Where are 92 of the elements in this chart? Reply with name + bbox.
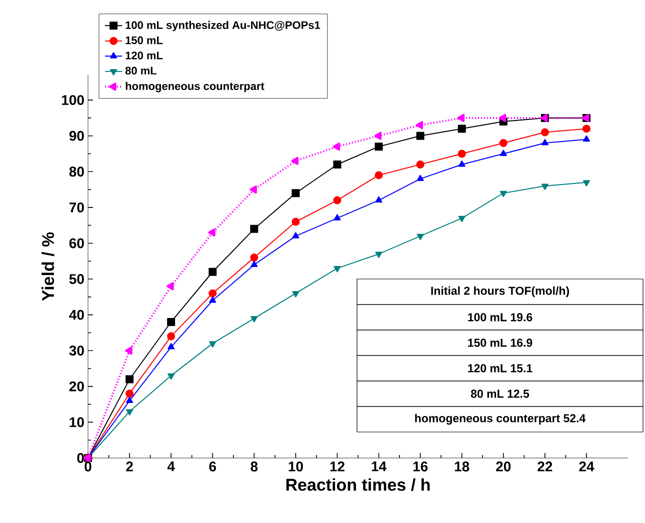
point bbox=[208, 228, 216, 237]
point bbox=[374, 132, 382, 140]
point bbox=[540, 128, 549, 136]
point bbox=[292, 189, 300, 198]
x-tick-label: 16 bbox=[413, 462, 428, 472]
point bbox=[126, 375, 134, 384]
x-tick-label: 22 bbox=[538, 462, 552, 472]
point bbox=[374, 142, 383, 151]
point bbox=[250, 316, 258, 322]
x-tick-label: 24 bbox=[579, 462, 594, 472]
x-tick-label: 2 bbox=[126, 462, 133, 472]
legend-label: 100 mL synthesized Au-NHC@POPs1 bbox=[126, 20, 320, 32]
point bbox=[500, 190, 507, 198]
point bbox=[458, 160, 466, 167]
x-tick-label: 4 bbox=[167, 462, 175, 472]
point bbox=[126, 396, 134, 403]
y-axis-title: Yield / % bbox=[42, 232, 54, 301]
y-tick-label: 20 bbox=[69, 381, 84, 392]
x-tick-label: 0 bbox=[84, 462, 92, 472]
legend-label: 120 mL bbox=[126, 52, 163, 60]
point bbox=[334, 214, 341, 220]
x-tick-label: 6 bbox=[209, 462, 216, 472]
y-tick-label: 70 bbox=[69, 202, 84, 212]
point bbox=[168, 343, 175, 350]
y-tick-label: 40 bbox=[69, 310, 84, 320]
point bbox=[458, 124, 466, 133]
x-tick-label: 14 bbox=[372, 462, 386, 472]
x-axis-title: Reaction times / h bbox=[286, 478, 430, 491]
x-tick-label: 20 bbox=[496, 462, 511, 472]
point bbox=[167, 332, 176, 340]
y-tick-label: 60 bbox=[69, 238, 84, 248]
y-tick-label: 50 bbox=[69, 274, 84, 284]
point bbox=[126, 409, 134, 416]
point bbox=[416, 174, 424, 182]
point bbox=[458, 216, 466, 222]
point bbox=[500, 150, 507, 156]
point bbox=[582, 124, 590, 133]
point bbox=[250, 260, 258, 267]
point bbox=[375, 252, 382, 258]
y-tick-label: 100 bbox=[62, 95, 84, 106]
point bbox=[166, 282, 174, 290]
annotation: 80 mL 12.5 bbox=[470, 390, 530, 398]
point bbox=[374, 171, 383, 180]
y-tick-label: 90 bbox=[69, 130, 84, 141]
point bbox=[291, 156, 298, 165]
point bbox=[332, 142, 340, 151]
x-tick-label: 8 bbox=[250, 462, 258, 472]
point bbox=[250, 224, 258, 233]
point bbox=[375, 196, 382, 203]
point bbox=[292, 291, 300, 298]
y-tick-label: 30 bbox=[69, 346, 84, 356]
point bbox=[250, 254, 258, 262]
point bbox=[126, 390, 134, 398]
point bbox=[334, 266, 341, 272]
annotation: 100 mL 19.6 bbox=[468, 313, 532, 322]
y-tick-label: 0 bbox=[77, 453, 84, 463]
point bbox=[416, 234, 424, 240]
point bbox=[416, 132, 424, 140]
x-tick-label: 18 bbox=[454, 462, 470, 472]
point bbox=[209, 296, 216, 303]
point bbox=[499, 139, 508, 148]
point bbox=[333, 160, 342, 168]
point bbox=[125, 346, 132, 355]
point bbox=[457, 114, 465, 122]
legend-label: 80 mL bbox=[125, 66, 157, 75]
annotation: Initial 2 hours TOF(mol/h) bbox=[431, 286, 569, 298]
point bbox=[582, 135, 590, 142]
point bbox=[541, 139, 548, 146]
point bbox=[292, 218, 300, 226]
point bbox=[458, 150, 466, 158]
point bbox=[416, 160, 424, 168]
point bbox=[292, 232, 300, 238]
point bbox=[416, 121, 424, 130]
point bbox=[208, 289, 217, 298]
point bbox=[250, 186, 257, 194]
point bbox=[209, 341, 216, 348]
legend-label: homogeneous counterpart bbox=[126, 82, 264, 92]
legend-label: 150 mL bbox=[126, 36, 163, 44]
point bbox=[582, 180, 590, 186]
annotation: 120 mL 15.1 bbox=[468, 364, 532, 372]
point bbox=[167, 318, 176, 326]
point bbox=[168, 373, 175, 380]
y-tick-label: 80 bbox=[69, 166, 84, 177]
y-tick-label: 10 bbox=[70, 417, 84, 428]
annotation: 150 mL 16.9 bbox=[468, 338, 532, 347]
point bbox=[541, 184, 548, 190]
point bbox=[208, 268, 217, 276]
point bbox=[333, 196, 342, 204]
annotation: homogeneous counterpart 52.4 bbox=[415, 414, 586, 425]
x-tick-label: 10 bbox=[288, 462, 303, 472]
point bbox=[498, 114, 506, 122]
x-tick-label: 12 bbox=[330, 462, 344, 472]
